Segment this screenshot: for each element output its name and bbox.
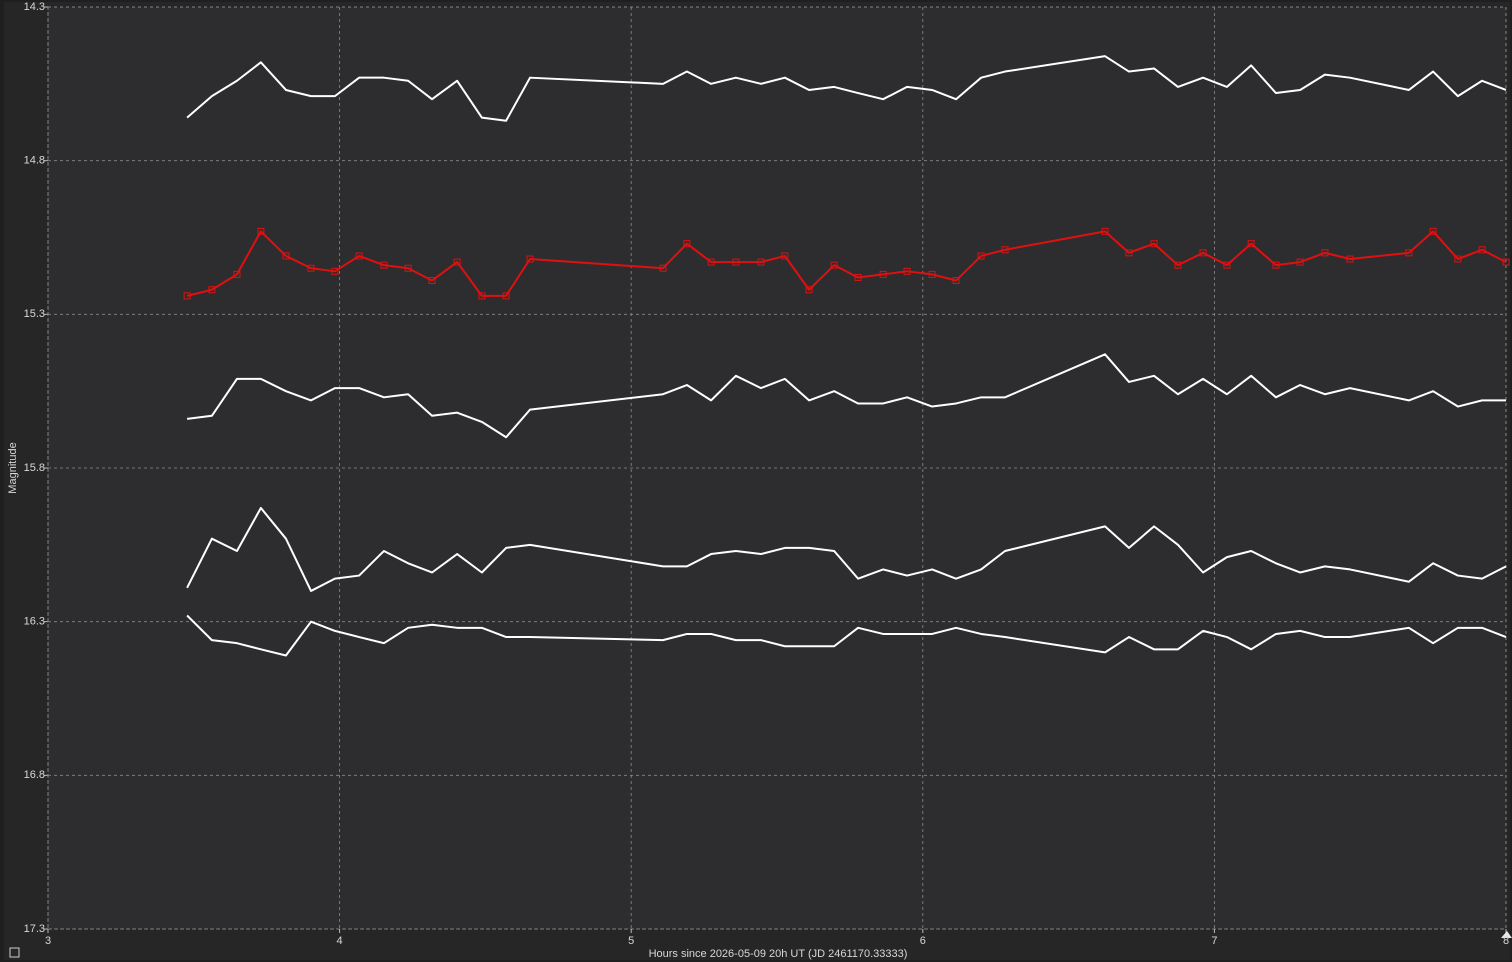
data-point (952, 277, 960, 285)
data-point (757, 258, 765, 266)
x-tick-label: 8 (1503, 935, 1509, 947)
data-point (307, 264, 315, 272)
data-point (1001, 246, 1009, 254)
series-line (186, 614, 1507, 657)
data-point (183, 292, 191, 300)
data-point (233, 270, 241, 278)
data-point (1296, 258, 1304, 266)
data-point (1223, 261, 1231, 269)
data-point (1199, 249, 1207, 257)
y-tick-label: 14.3 (24, 1, 45, 13)
data-point (1429, 227, 1437, 235)
series-line (186, 506, 1507, 592)
x-tick-label: 5 (628, 935, 634, 947)
x-tick-label: 7 (1211, 935, 1217, 947)
data-point (1405, 249, 1413, 257)
y-tick-label: 15.3 (24, 308, 45, 320)
x-tick-label: 6 (920, 935, 926, 947)
data-point (781, 252, 789, 260)
data-point (1478, 246, 1486, 254)
data-point (1174, 261, 1182, 269)
y-tick-label: 14.8 (24, 155, 45, 167)
series-line (186, 353, 1506, 439)
data-point (1502, 258, 1510, 266)
data-point (1272, 261, 1280, 269)
data-point (977, 252, 985, 260)
layer (44, 6, 1510, 933)
x-tick-label: 3 (45, 935, 51, 947)
data-point (1125, 249, 1133, 257)
y-tick-label: 16.3 (24, 616, 45, 628)
data-point (282, 252, 290, 260)
data-point (1101, 227, 1109, 235)
data-point (526, 255, 534, 263)
y-tick-label: 16.8 (24, 769, 45, 781)
data-point (659, 264, 667, 272)
data-point (1150, 240, 1158, 248)
data-point (854, 273, 862, 281)
data-point (805, 286, 813, 294)
data-point (879, 270, 887, 278)
data-point (830, 261, 838, 269)
data-point (380, 261, 388, 269)
data-point (732, 258, 740, 266)
data-point (453, 258, 461, 266)
data-point (355, 252, 363, 260)
y-axis-label: Magnitude (7, 442, 19, 493)
data-point (1454, 255, 1462, 263)
x-axis-label: Hours since 2026-05-09 20h UT (JD 246117… (649, 948, 908, 960)
series-line (186, 55, 1507, 122)
y-tick-label: 15.8 (24, 462, 45, 474)
corner-button[interactable] (9, 947, 20, 958)
data-point (1247, 240, 1255, 248)
data-point (502, 292, 510, 300)
y-tick-label: 17.3 (24, 923, 45, 935)
data-point (331, 267, 339, 275)
scroll-marker[interactable] (1501, 931, 1512, 938)
data-point (1321, 249, 1329, 257)
data-point (903, 267, 911, 275)
data-point (707, 258, 715, 266)
data-point (208, 286, 216, 294)
data-point (257, 227, 265, 235)
data-point (928, 270, 936, 278)
data-point (428, 277, 436, 285)
data-point (1346, 255, 1354, 263)
data-point (478, 292, 486, 300)
data-point (404, 264, 412, 272)
x-tick-label: 4 (337, 935, 343, 947)
data-point (683, 240, 691, 248)
series-line (186, 230, 1507, 297)
